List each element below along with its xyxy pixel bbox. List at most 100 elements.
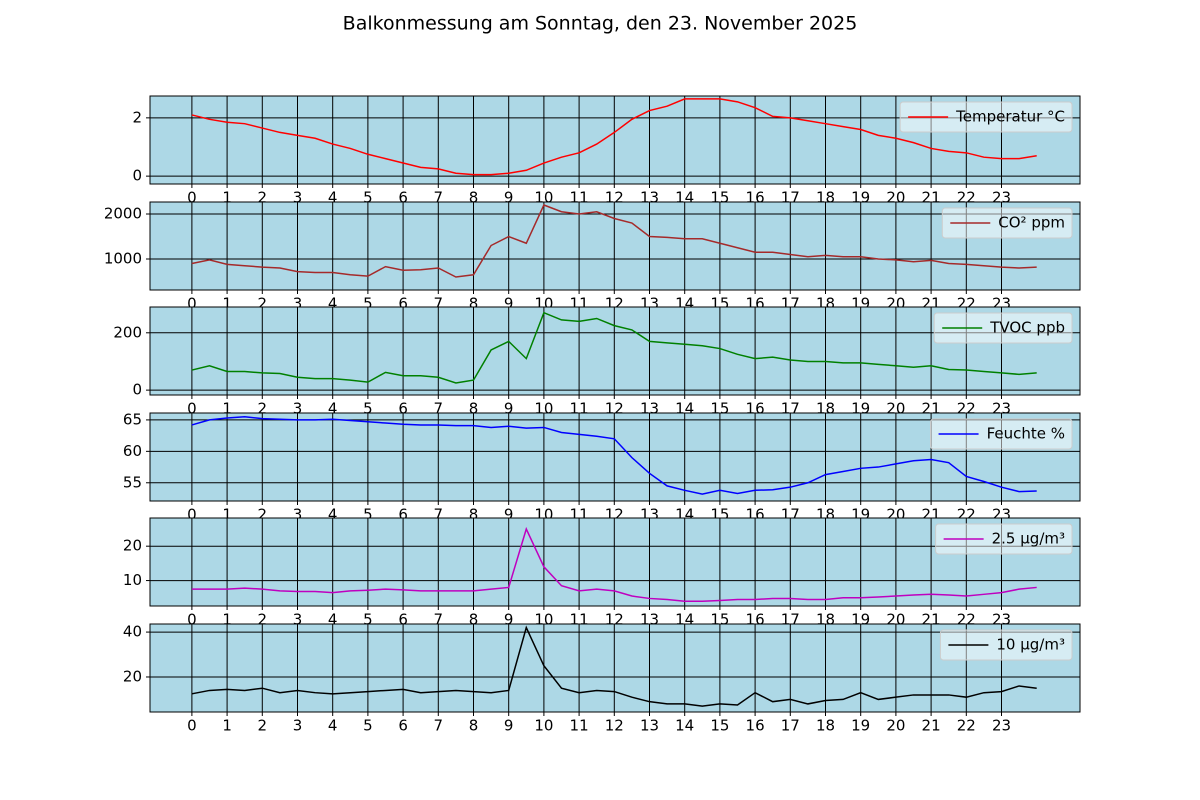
x-tick-label: 20 [886, 717, 905, 735]
x-tick-label: 1 [222, 295, 232, 313]
x-tick-label: 6 [398, 611, 408, 629]
subplot: 0 1 2 3 4 5 6 7 8 9 10 11 12 13 14 15 16 17 18 19 20 21 22 2320… [123, 623, 1081, 735]
x-tick-label: 8 [469, 189, 479, 207]
plot-background [150, 624, 1080, 712]
y-tick-label: 65 [123, 410, 142, 428]
x-tick-label: 13 [640, 717, 659, 735]
x-tick-label: 6 [398, 295, 408, 313]
legend: TVOC ppb [933, 312, 1073, 344]
y-tick-label: 2 [132, 108, 142, 126]
x-tick-label: 17 [781, 717, 800, 735]
x-tick-label: 2 [258, 295, 268, 313]
x-tick-label: 4 [328, 189, 338, 207]
x-tick-label: 0 [187, 611, 197, 629]
plot-background [150, 307, 1080, 395]
x-tick-label: 8 [469, 717, 479, 735]
plot-frame [149, 201, 1081, 291]
x-tick-label: 9 [504, 295, 514, 313]
x-tick-label: 6 [398, 717, 408, 735]
x-tick-label: 0 [187, 717, 197, 735]
x-tick-label: 14 [675, 717, 694, 735]
x-tick-label: 9 [504, 400, 514, 418]
subplot: 0 1 2 3 4 5 6 7 8 9 10 11 12 13 14 15 16 17 18 19 20 21 22 2310… [104, 201, 1081, 313]
x-tick-label: 1 [222, 717, 232, 735]
plot-frame [149, 517, 1081, 607]
x-tick-label: 4 [328, 611, 338, 629]
legend-label: CO² ppm [998, 214, 1065, 232]
subplot: 0 1 2 3 4 5 6 7 8 9 10 11 12 13 14 15 16 17 18 19 20 21 22 2355… [123, 410, 1081, 524]
subplot: 0 1 2 3 4 5 6 7 8 9 10 11 12 13 14 15 16 17 18 19 20 21 22 2302… [113, 306, 1081, 418]
x-tick-label: 5 [363, 189, 373, 207]
legend: 2.5 µg/m³ [935, 523, 1073, 555]
legend-label: 10 µg/m³ [996, 636, 1065, 654]
legend: Feuchte % [930, 418, 1073, 450]
x-tick-label: 4 [328, 717, 338, 735]
y-tick-label: 20 [123, 667, 142, 685]
x-tick-label: 9 [504, 611, 514, 629]
data-line [191, 204, 1037, 278]
legend-label: Temperatur °C [955, 108, 1065, 126]
y-tick-label: 55 [123, 473, 142, 491]
plot-background [150, 202, 1080, 290]
data-line [191, 526, 1037, 602]
x-tick-label: 9 [504, 506, 514, 524]
x-tick-label: 8 [469, 506, 479, 524]
y-tick-label: 20 [123, 537, 142, 555]
legend-box [899, 101, 1073, 133]
x-tick-label: 3 [293, 506, 303, 524]
x-tick-label: 5 [363, 295, 373, 313]
x-tick-label: 6 [398, 189, 408, 207]
x-tick-label: 0 [187, 295, 197, 313]
legend-box [935, 523, 1073, 555]
plot-frame [149, 306, 1081, 396]
plot-background [150, 413, 1080, 501]
y-tick-label: 200 [113, 323, 142, 341]
x-tick-label: 3 [293, 295, 303, 313]
subplot: 0 1 2 3 4 5 6 7 8 9 10 11 12 13 14 15 16 17 18 19 20 21 22 2302… [132, 95, 1081, 207]
legend-box [933, 312, 1073, 344]
plot-frame [149, 623, 1081, 713]
plot-frame [149, 412, 1081, 502]
x-tick-label: 6 [398, 506, 408, 524]
x-tick-label: 23 [992, 717, 1011, 735]
x-tick-label: 9 [504, 189, 514, 207]
x-tick-label: 5 [363, 506, 373, 524]
x-tick-label: 4 [328, 295, 338, 313]
x-tick-label: 3 [293, 611, 303, 629]
x-tick-label: 3 [293, 400, 303, 418]
x-tick-label: 7 [434, 295, 444, 313]
x-tick-label: 5 [363, 400, 373, 418]
y-tick-label: 10 [123, 571, 142, 589]
x-tick-label: 22 [957, 717, 976, 735]
x-tick-label: 3 [293, 189, 303, 207]
x-tick-label: 16 [746, 717, 765, 735]
legend-label: Feuchte % [987, 425, 1065, 443]
y-tick-label: 40 [123, 623, 142, 641]
legend-box [930, 418, 1073, 450]
y-tick-label: 0 [132, 381, 142, 399]
data-line [191, 416, 1037, 495]
x-tick-label: 5 [363, 611, 373, 629]
x-tick-label: 1 [222, 506, 232, 524]
x-tick-label: 2 [258, 506, 268, 524]
x-tick-label: 1 [222, 189, 232, 207]
plot-frame [149, 95, 1081, 185]
x-tick-label: 8 [469, 295, 479, 313]
x-tick-label: 9 [504, 717, 514, 735]
subplot: 0 1 2 3 4 5 6 7 8 9 10 11 12 13 14 15 16 17 18 19 20 21 22 2310… [123, 517, 1081, 629]
x-tick-label: 15 [710, 717, 729, 735]
legend-box [939, 629, 1073, 661]
legend-box [941, 207, 1073, 239]
x-tick-label: 1 [222, 611, 232, 629]
y-tick-label: 2000 [104, 205, 142, 223]
x-tick-label: 7 [434, 506, 444, 524]
x-tick-label: 12 [605, 717, 624, 735]
legend: CO² ppm [941, 207, 1073, 239]
x-tick-label: 8 [469, 400, 479, 418]
x-tick-label: 11 [570, 717, 589, 735]
x-tick-label: 8 [469, 611, 479, 629]
legend: 10 µg/m³ [939, 629, 1073, 661]
x-tick-label: 18 [816, 717, 835, 735]
x-tick-label: 4 [328, 400, 338, 418]
